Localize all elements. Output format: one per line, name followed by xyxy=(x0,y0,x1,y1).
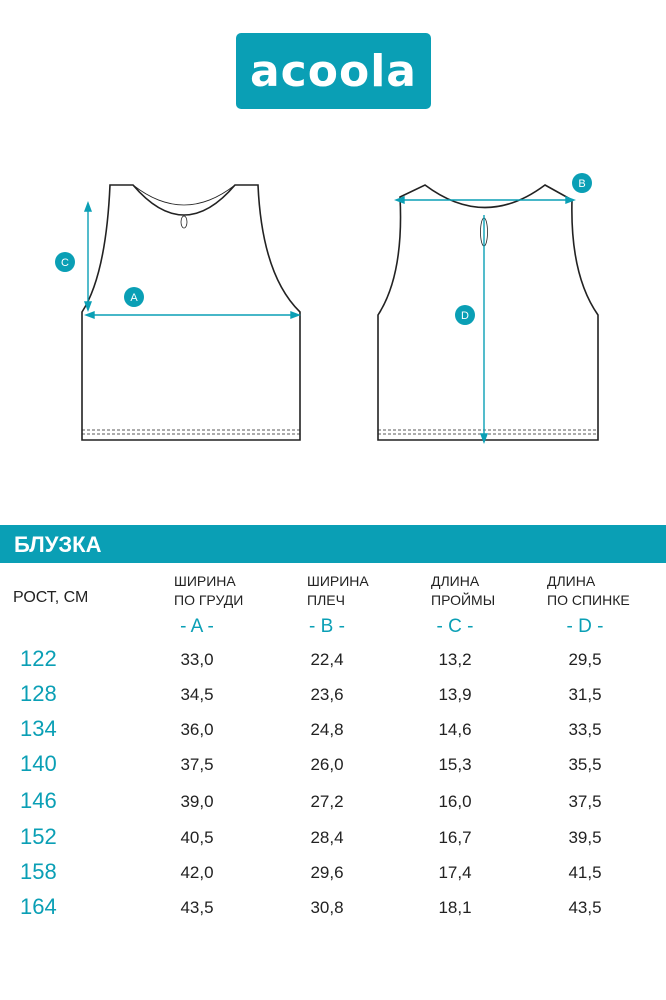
section-title: БЛУЗКА xyxy=(14,532,102,557)
marker-b xyxy=(572,173,592,193)
column-header-line1: ШИРИНА xyxy=(307,573,369,589)
logo-text: acoola xyxy=(249,45,417,97)
table-cell: 27,2 xyxy=(310,792,344,811)
table-cell: 16,7 xyxy=(438,828,472,847)
table-cell: 37,5 xyxy=(568,792,602,811)
table-cell: 13,2 xyxy=(438,650,472,669)
column-letter: - D - xyxy=(566,616,604,637)
table-cell: 29,5 xyxy=(568,650,602,669)
column-header-line1: ДЛИНА xyxy=(547,573,596,589)
table-cell: 40,5 xyxy=(180,828,214,847)
label-c: C xyxy=(61,257,69,269)
marker-d xyxy=(455,305,475,325)
section-header: БЛУЗКА xyxy=(0,525,666,563)
column-header-line2: ПО ГРУДИ xyxy=(174,592,244,608)
table-cell: 26,0 xyxy=(310,755,344,774)
row-height: 122 xyxy=(20,646,57,671)
table-cell: 23,6 xyxy=(310,685,344,704)
table-cell: 18,1 xyxy=(438,898,472,917)
row-height: 128 xyxy=(20,681,57,706)
table-cell: 13,9 xyxy=(438,685,472,704)
row-height: 152 xyxy=(20,824,57,849)
row-height: 158 xyxy=(20,859,57,884)
table-cell: 42,0 xyxy=(180,863,214,882)
column-header-line2: ПО СПИНКЕ xyxy=(547,592,630,608)
table-cell: 31,5 xyxy=(568,685,602,704)
table-cell: 29,6 xyxy=(310,863,344,882)
table-cell: 39,5 xyxy=(568,828,602,847)
column-letter: - C - xyxy=(436,616,474,637)
table-cell: 30,8 xyxy=(310,898,344,917)
table-cell: 43,5 xyxy=(180,898,214,917)
table-cell: 36,0 xyxy=(180,720,214,739)
brand-logo: acoola xyxy=(236,33,431,109)
table-cell: 39,0 xyxy=(180,792,214,811)
table-cell: 33,5 xyxy=(568,720,602,739)
row-header: РОСТ, СМ xyxy=(13,589,89,606)
table-cell: 14,6 xyxy=(438,720,472,739)
column-header-line2: ПРОЙМЫ xyxy=(431,592,496,608)
row-height: 164 xyxy=(20,894,57,919)
table-cell: 22,4 xyxy=(310,650,344,669)
row-height: 146 xyxy=(20,788,57,813)
garment-diagram: C A B D xyxy=(55,173,599,444)
table-cell: 41,5 xyxy=(568,863,602,882)
front-view xyxy=(81,184,301,441)
table-cell: 15,3 xyxy=(438,755,472,774)
table-cell: 33,0 xyxy=(180,650,214,669)
marker-c xyxy=(55,252,75,272)
table-cell: 35,5 xyxy=(568,755,602,774)
marker-a xyxy=(124,287,144,307)
column-header-line1: ШИРИНА xyxy=(174,573,236,589)
column-header-line2: ПЛЕЧ xyxy=(307,592,345,608)
column-header-line1: ДЛИНА xyxy=(431,573,480,589)
column-letter: - A - xyxy=(180,616,214,637)
label-b: B xyxy=(578,178,585,190)
table-cell: 17,4 xyxy=(438,863,472,882)
column-letter: - B - xyxy=(309,616,345,637)
table-cell: 28,4 xyxy=(310,828,344,847)
measurement-lines xyxy=(83,195,576,444)
row-height: 140 xyxy=(20,751,57,776)
table-cell: 43,5 xyxy=(568,898,602,917)
table-cell: 37,5 xyxy=(180,755,214,774)
table-cell: 34,5 xyxy=(180,685,214,704)
label-a: A xyxy=(130,292,138,304)
row-height: 134 xyxy=(20,716,57,741)
label-d: D xyxy=(461,310,469,322)
table-cell: 24,8 xyxy=(310,720,344,739)
back-view xyxy=(377,184,599,441)
table-cell: 16,0 xyxy=(438,792,472,811)
